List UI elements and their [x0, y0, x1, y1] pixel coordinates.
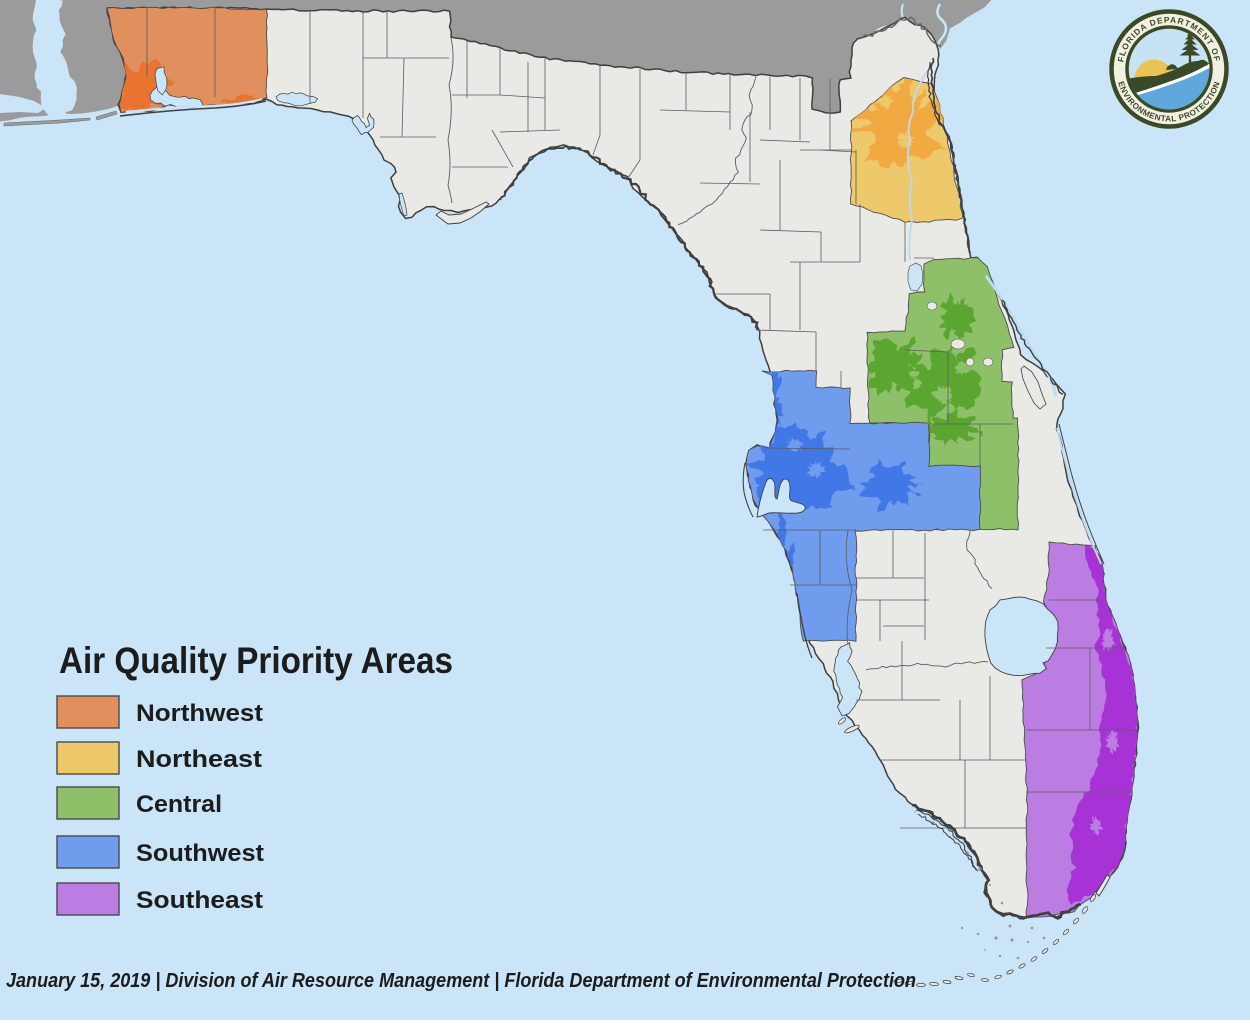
svg-text:Northeast: Northeast [136, 746, 262, 773]
svg-text:Southeast: Southeast [136, 887, 263, 914]
svg-text:Southwest: Southwest [136, 840, 264, 867]
svg-text:Northwest: Northwest [136, 700, 263, 727]
svg-text:Central: Central [136, 791, 222, 818]
svg-text:January 15, 2019 | Division of: January 15, 2019 | Division of Air Resou… [6, 970, 916, 992]
svg-text:Air Quality Priority Areas: Air Quality Priority Areas [59, 639, 453, 681]
